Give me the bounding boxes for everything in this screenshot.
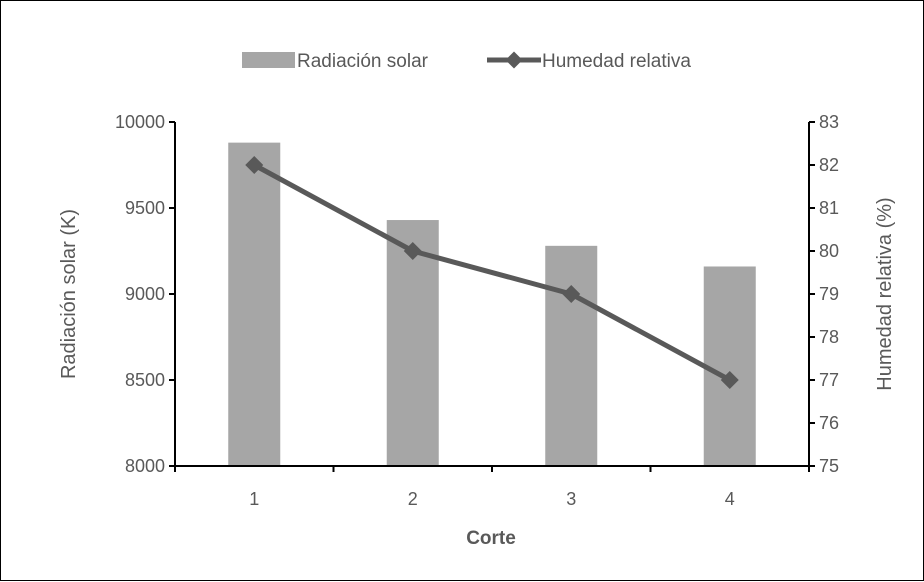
bar-1: [228, 142, 281, 466]
legend-bar-label: Radiación solar: [297, 51, 429, 72]
x-tick-label: 2: [408, 489, 418, 509]
humidity-point-1: [245, 156, 264, 174]
legend: Radiación solar Humedad relativa: [242, 51, 691, 72]
legend-line-label: Humedad relativa: [542, 51, 691, 72]
y-left-tick-label: 8000: [125, 456, 165, 476]
y-left-tick-label: 8500: [125, 370, 165, 390]
y-right-tick-label: 80: [819, 241, 839, 261]
humidity-line: [253, 162, 731, 383]
y-right-tick-label: 76: [819, 413, 839, 433]
y-left-tick-label: 10000: [115, 112, 165, 132]
x-tick-label: 1: [249, 489, 259, 509]
y-right-tick-label: 83: [819, 112, 839, 132]
y-right-tick-label: 78: [819, 327, 839, 347]
line-layer: [245, 156, 739, 389]
y-right-tick-label: 75: [819, 456, 839, 476]
bar-2: [386, 220, 439, 466]
humidity-point-3: [562, 285, 581, 303]
bars-layer: [228, 142, 756, 466]
y-right-tick-label: 79: [819, 284, 839, 304]
y-right-tick-label: 77: [819, 370, 839, 390]
y-left-tick-label: 9000: [125, 284, 165, 304]
bar-4: [703, 266, 756, 466]
y-right-tick-label: 81: [819, 198, 839, 218]
y-left-tick-label: 9500: [125, 198, 165, 218]
humidity-point-2: [403, 242, 422, 260]
x-tick-label: 3: [566, 489, 576, 509]
x-axis-title: Corte: [466, 528, 516, 549]
y-right-axis-title: Humedad relativa (%): [874, 197, 896, 390]
y-left-axis-title: Radiación solar (K): [58, 209, 80, 379]
y-right-tick-label: 82: [819, 155, 839, 175]
axes-layer: [169, 121, 815, 472]
humidity-point-4: [720, 371, 739, 389]
legend-line-marker: [505, 51, 523, 69]
bar-3: [545, 245, 598, 466]
x-tick-label: 4: [725, 489, 735, 509]
ticks-layer: 8000 8500 9000 9500 10000 75 76 77 78 79 80 81 82 83 1…: [115, 112, 839, 509]
legend-bar-swatch: [242, 52, 295, 68]
